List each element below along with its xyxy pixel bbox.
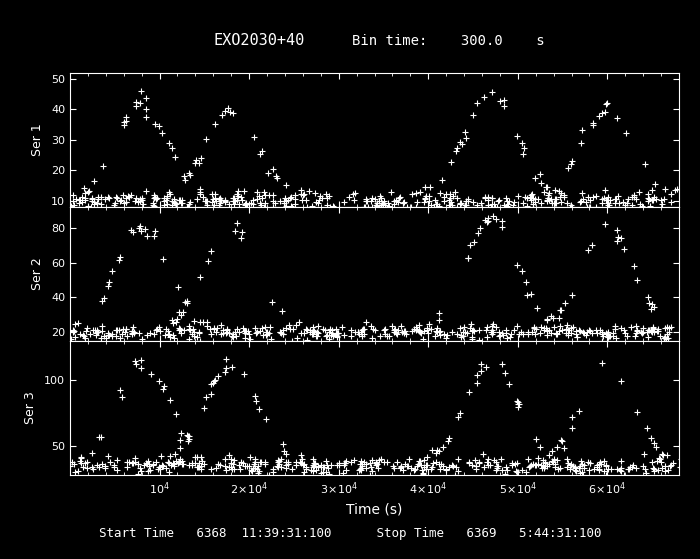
Text: Start Time   6368  11:39:31:100      Stop Time   6369   5:44:31:100: Start Time 6368 11:39:31:100 Stop Time 6… [99, 527, 601, 539]
Y-axis label: Ser 2: Ser 2 [31, 258, 44, 290]
Y-axis label: Ser 3: Ser 3 [25, 392, 37, 424]
Text: Bin time:    300.0    s: Bin time: 300.0 s [351, 34, 545, 48]
Y-axis label: Ser 1: Ser 1 [31, 124, 44, 156]
X-axis label: Time (s): Time (s) [346, 502, 402, 516]
Text: EXO2030+40: EXO2030+40 [214, 33, 304, 48]
